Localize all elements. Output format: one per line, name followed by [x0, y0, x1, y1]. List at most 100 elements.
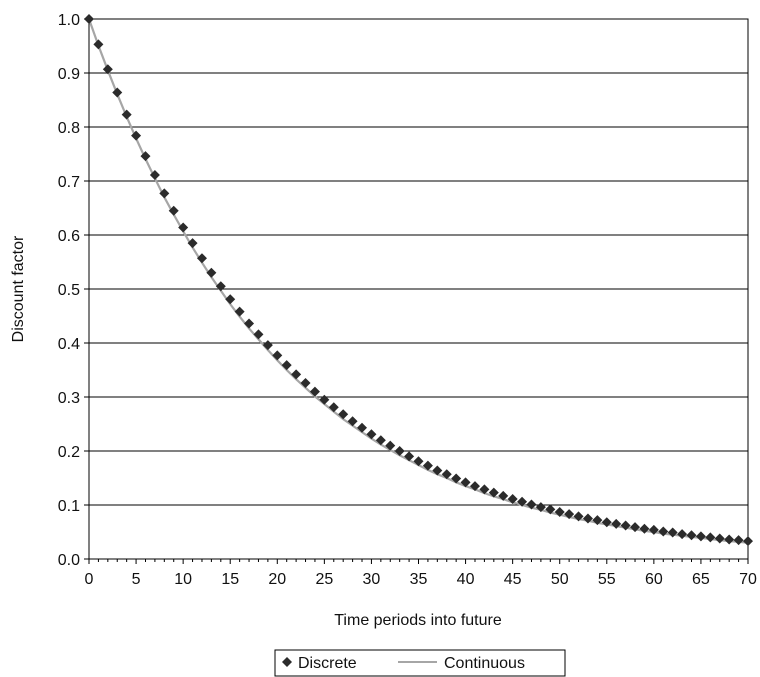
x-tick-label: 0: [85, 571, 94, 588]
discrete-point: [102, 64, 113, 75]
discrete-point: [206, 267, 217, 278]
x-axis-title: Time periods into future: [334, 612, 502, 629]
y-tick-label: 0.6: [58, 228, 80, 245]
x-tick-label: 70: [739, 571, 757, 588]
discrete-point: [366, 429, 377, 440]
discrete-point: [733, 535, 744, 546]
discrete-point: [667, 527, 678, 538]
discrete-point: [234, 306, 245, 317]
discrete-point: [262, 340, 273, 351]
discrete-point: [281, 360, 292, 371]
discrete-point: [564, 509, 575, 520]
discrete-point: [705, 532, 716, 543]
discrete-point: [714, 533, 725, 544]
discrete-point: [93, 39, 104, 50]
discrete-point: [554, 507, 565, 518]
discrete-point: [168, 205, 179, 216]
discrete-point: [385, 440, 396, 451]
discrete-point: [526, 499, 537, 510]
gridlines: [89, 18, 748, 506]
discrete-point: [347, 416, 358, 427]
x-tick-label: 60: [645, 571, 663, 588]
discrete-point: [601, 517, 612, 528]
discrete-point: [479, 484, 490, 495]
discrete-point: [300, 377, 311, 388]
discrete-point: [545, 504, 556, 515]
discrete-point: [112, 87, 123, 98]
x-tick-label: 55: [598, 571, 616, 588]
discrete-point: [140, 151, 151, 162]
discrete-point: [272, 350, 283, 361]
y-tick-label: 0.1: [58, 498, 80, 515]
discrete-point: [413, 456, 424, 467]
discrete-point: [432, 465, 443, 476]
discrete-point: [441, 469, 452, 480]
axes: [84, 18, 749, 564]
discrete-point: [149, 170, 160, 181]
y-tick-label: 0.5: [58, 282, 80, 299]
discrete-point: [291, 369, 302, 380]
discrete-point: [743, 536, 753, 547]
x-tick-label: 25: [315, 571, 333, 588]
y-tick-label: 1.0: [58, 12, 80, 29]
discrete-point: [309, 386, 320, 397]
legend-marker-discrete-icon: [282, 657, 292, 667]
legend-label-continuous: Continuous: [444, 655, 525, 672]
discrete-point: [620, 520, 631, 531]
discrete-point: [677, 529, 688, 540]
discrete-point: [517, 496, 528, 507]
legend: Discrete Continuous: [274, 649, 566, 677]
x-tick-label: 65: [692, 571, 710, 588]
y-tick-label: 0.9: [58, 66, 80, 83]
discrete-point: [404, 451, 415, 462]
discrete-point: [121, 109, 132, 120]
x-tick-label: 10: [174, 571, 192, 588]
y-tick-label: 0.8: [58, 120, 80, 137]
discrete-point: [639, 523, 650, 534]
discrete-point: [357, 422, 368, 433]
x-tick-label: 35: [410, 571, 428, 588]
discrete-point: [611, 518, 622, 529]
discrete-point: [422, 460, 433, 471]
discrete-point: [328, 402, 339, 413]
discrete-point: [394, 446, 405, 456]
discrete-point: [507, 494, 518, 505]
discrete-point: [582, 513, 593, 524]
discrete-point: [196, 253, 207, 264]
discrete-point: [573, 511, 584, 522]
discrete-point: [658, 526, 669, 537]
discrete-point: [84, 14, 94, 24]
discrete-point: [178, 222, 189, 233]
discrete-point: [159, 188, 170, 199]
discrete-point: [535, 502, 546, 513]
discrete-point: [225, 294, 236, 305]
discrete-point: [648, 524, 659, 535]
y-tick-label: 0.3: [58, 390, 80, 407]
discrete-point: [131, 130, 142, 141]
y-axis-title: Discount factor: [10, 235, 27, 342]
discrete-point: [630, 522, 641, 533]
discrete-point: [253, 329, 264, 340]
x-tick-label: 30: [363, 571, 381, 588]
discrete-point: [498, 490, 509, 501]
discrete-point: [686, 530, 697, 541]
x-tick-label: 5: [132, 571, 141, 588]
legend-label-discrete: Discrete: [298, 655, 357, 672]
x-tick-label: 40: [457, 571, 475, 588]
discrete-point: [375, 435, 386, 446]
discrete-point: [592, 515, 603, 526]
x-tick-label: 15: [221, 571, 239, 588]
discrete-point: [215, 281, 226, 292]
x-tick-label: 20: [268, 571, 286, 588]
discrete-point: [451, 473, 462, 484]
discrete-point: [724, 534, 735, 545]
discrete-point: [488, 487, 499, 498]
discrete-point: [244, 318, 255, 329]
plot-area: [84, 14, 753, 547]
discrete-point: [319, 394, 330, 405]
discrete-point: [695, 531, 706, 542]
tick-labels: 0.0 0.1 0.2 0.3 0.4 0.5 0.6 0.7 0.8 0.9 1.0 0 5 10 15 2…: [58, 12, 757, 588]
x-tick-label: 50: [551, 571, 569, 588]
